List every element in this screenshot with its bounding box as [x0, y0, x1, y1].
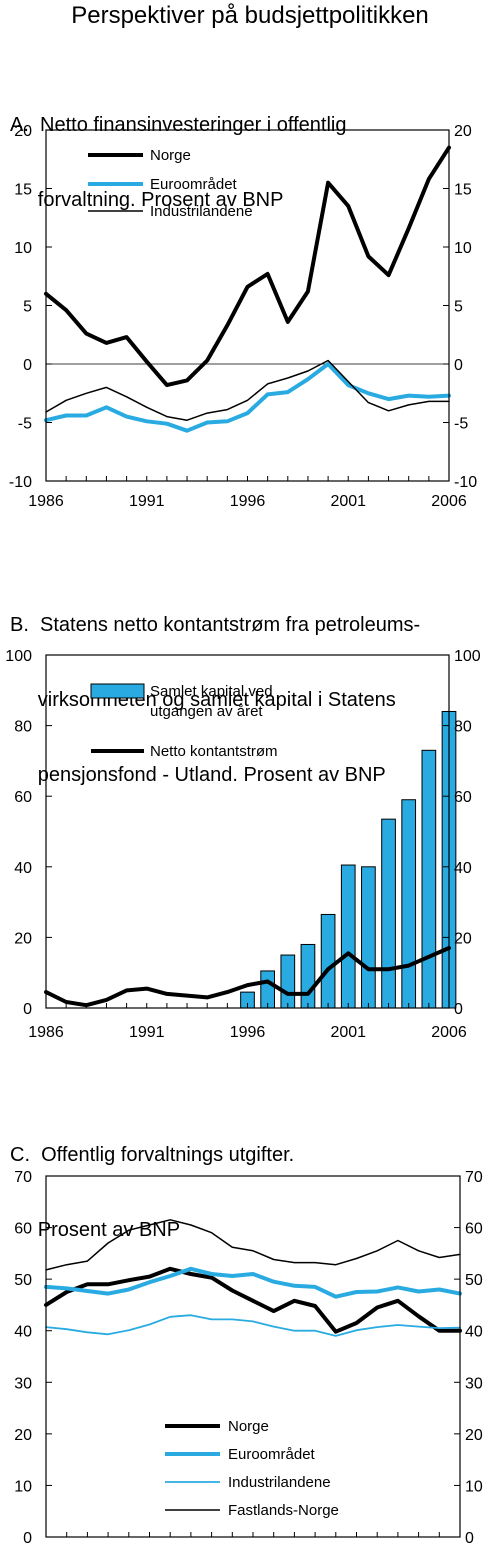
chart-c-ytick-label-left: 50 — [14, 1272, 32, 1289]
panel-b-title-line-3: pensjonsfond - Utland. Prosent av BNP — [10, 764, 386, 786]
chart-a-ytick-label-left: 0 — [23, 357, 32, 374]
chart-b-ytick-label-right: 20 — [454, 930, 472, 947]
chart-b: 0 0 20 20 40 40 60 60 80 80 100 100 1986 1991 1996 2001… — [5, 648, 481, 1041]
chart-b-legend-label-line: Netto kontantstrøm — [150, 743, 278, 760]
chart-c-legend-label-1: Norge — [228, 1418, 269, 1435]
chart-c-ytick-label-left: 0 — [23, 1530, 32, 1545]
chart-b-ytick-label-left: 0 — [23, 1001, 32, 1018]
chart-c-ytick-label-right: 30 — [465, 1375, 483, 1392]
chart-b-bar-2005 — [421, 749, 437, 1009]
chart-a-ytick-label-left: 15 — [14, 182, 32, 199]
chart-a-ytick-label-right: -10 — [454, 474, 477, 491]
chart-a-ytick-label-left: 20 — [14, 123, 32, 140]
chart-b-legend-label-bars-1: Samlet kapital ved — [150, 683, 273, 700]
chart-a-series-3-line — [45, 359, 450, 421]
chart-a: -10 -10 -5 -5 0 0 5 5 10 10 15 15 20 20 1986 1991 1996 20… — [9, 123, 477, 510]
chart-c-series-4-line — [45, 1219, 461, 1271]
panel-b-title: B. Statens netto kontantstrøm fra petrol… — [10, 563, 420, 813]
chart-c-legend-label-2: Euroområdet — [228, 1446, 316, 1463]
chart-c-ytick-label-right: 10 — [465, 1478, 483, 1495]
chart-c-ytick-label-left: 40 — [14, 1324, 32, 1341]
chart-c-ytick-label-right: 70 — [465, 1169, 483, 1186]
chart-b-bar-2004 — [401, 799, 417, 1009]
page-title: Perspektiver på budsjettpolitikken — [71, 2, 429, 29]
chart-b-ytick-label-right: 80 — [454, 719, 472, 736]
chart-b-xtick-label: 1996 — [230, 1024, 266, 1041]
chart-c-series-2-line — [44, 1266, 462, 1299]
chart-a-ytick-label-right: 15 — [454, 182, 472, 199]
chart-b-ytick-label-left: 80 — [14, 719, 32, 736]
chart-b-bar-2002 — [361, 866, 376, 1009]
chart-c-ytick-label-right: 40 — [465, 1324, 483, 1341]
chart-b-ytick-label-right: 100 — [454, 648, 481, 665]
chart-c-series-1-line — [44, 1266, 462, 1334]
chart-a-xtick-label: 1996 — [230, 493, 266, 510]
chart-b-xtick-label: 2001 — [330, 1024, 366, 1041]
chart-c: 0010102020303040405050606070701986199119… — [14, 1169, 483, 1545]
chart-c-ytick-label-right: 0 — [465, 1530, 474, 1545]
panel-c-title: C. Offentlig forvaltnings utgifter. Pros… — [10, 1093, 294, 1268]
chart-a-xtick-label: 1991 — [129, 493, 165, 510]
chart-c-ytick-label-left: 70 — [14, 1169, 32, 1186]
chart-b-ytick-label-left: 100 — [5, 648, 32, 665]
chart-b-legend-label-bars-2: utgangen av året — [150, 703, 263, 720]
panel-c-title-line-1: C. Offentlig forvaltnings utgifter. — [10, 1144, 295, 1166]
chart-a-xtick-label: 2001 — [330, 493, 366, 510]
chart-c-ytick-label-right: 60 — [465, 1221, 483, 1238]
chart-a-ytick-label-left: -5 — [18, 416, 32, 433]
chart-b-xtick-label: 1991 — [129, 1024, 165, 1041]
panel-b-title-line-1: B. Statens netto kontantstrøm fra petrol… — [10, 614, 421, 636]
chart-c-series-3-line — [45, 1314, 461, 1337]
chart-a-legend-label-2: Euroområdet — [150, 176, 238, 193]
chart-b-xtick-label: 2006 — [431, 1024, 467, 1041]
chart-b-ytick-label-left: 60 — [14, 789, 32, 806]
chart-a-ytick-label-right: -5 — [454, 416, 468, 433]
chart-b-ytick-label-left: 40 — [14, 860, 32, 877]
chart-c-ytick-label-left: 30 — [14, 1375, 32, 1392]
chart-b-ytick-label-right: 60 — [454, 789, 472, 806]
chart-a-series-1-line — [44, 145, 451, 388]
chart-a-series-2-line — [44, 362, 451, 433]
chart-a-ytick-label-left: -10 — [9, 474, 32, 491]
chart-c-ytick-label-left: 60 — [14, 1221, 32, 1238]
chart-a-legend-label-1: Norge — [150, 147, 191, 164]
chart-a-legend-label-3: Industrilandene — [150, 203, 253, 220]
chart-b-legend-swatch-bars — [90, 683, 145, 699]
chart-c-ytick-label-left: 10 — [14, 1478, 32, 1495]
chart-a-ytick-label-right: 10 — [454, 240, 472, 257]
chart-b-bar-2001 — [340, 864, 356, 1009]
chart-a-xtick-label: 1986 — [28, 493, 64, 510]
panel-a-title-line-2: forvaltning. Prosent av BNP — [10, 189, 284, 211]
chart-a-ytick-label-right: 20 — [454, 123, 472, 140]
chart-b-bar-2000 — [320, 913, 336, 1009]
chart-b-ytick-label-right: 0 — [454, 1001, 463, 1018]
chart-c-legend-label-3: Industrilandene — [228, 1474, 331, 1491]
chart-b-bar-1997 — [260, 970, 276, 1009]
chart-b-bar-1999 — [300, 943, 316, 1009]
chart-b-bar-2003 — [381, 818, 396, 1009]
chart-b-ytick-label-right: 40 — [454, 860, 472, 877]
chart-b-ytick-label-left: 20 — [14, 930, 32, 947]
chart-c-legend-label-4: Fastlands-Norge — [228, 1502, 339, 1519]
chart-b-bar-1998 — [280, 954, 296, 1009]
chart-c-ytick-label-right: 50 — [465, 1272, 483, 1289]
chart-a-ytick-label-left: 5 — [23, 299, 32, 316]
chart-b-xtick-label: 1986 — [28, 1024, 64, 1041]
chart-a-ytick-label-left: 10 — [14, 240, 32, 257]
chart-c-ytick-label-right: 20 — [465, 1427, 483, 1444]
panel-c-title-line-2: Prosent av BNP — [10, 1219, 181, 1241]
chart-b-series-1-line — [44, 946, 451, 1008]
chart-a-ytick-label-right: 0 — [454, 357, 463, 374]
chart-a-ytick-label-right: 5 — [454, 299, 463, 316]
chart-c-ytick-label-left: 20 — [14, 1427, 32, 1444]
chart-a-xtick-label: 2006 — [431, 493, 467, 510]
